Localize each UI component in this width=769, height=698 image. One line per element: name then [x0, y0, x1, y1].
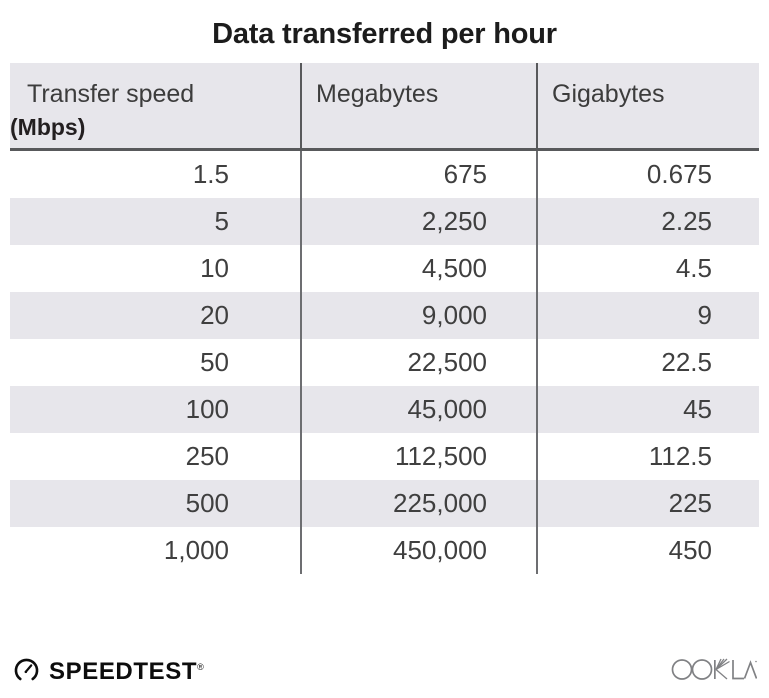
table-cell-megabytes: 45,000	[300, 385, 537, 433]
table-cell-speed: 20	[10, 291, 301, 339]
table-cell-speed: 250	[185, 440, 229, 471]
column-header-transfer-speed-label: Transfer speed	[27, 80, 195, 108]
table-cell-megabytes: 22,500	[300, 338, 537, 386]
table-cell-gigabytes: 45	[536, 385, 759, 433]
table-cell-gigabytes: 112.5	[536, 432, 759, 480]
table-cell-megabytes: 675	[300, 149, 537, 198]
speedometer-gauge-icon	[13, 656, 40, 683]
table-cell-gigabytes: 2.25	[536, 197, 759, 245]
table-cell-gigabytes: 22.5	[536, 338, 759, 386]
table-cell-gigabytes: 0.675	[536, 149, 759, 198]
speedtest-wordmark-text: SPEEDTEST	[49, 658, 198, 685]
table-cell-speed: 50	[200, 346, 229, 377]
speedtest-logo: SPEEDTEST®	[13, 654, 204, 685]
column-header-megabytes-label: Megabytes	[316, 80, 439, 108]
table-cell-megabytes: 450,000	[300, 526, 537, 574]
table-cell-megabytes: 4,500	[300, 244, 537, 292]
column-header-transfer-speed-unit: (Mbps)	[10, 114, 86, 140]
table-cell-gigabytes: 225	[536, 479, 759, 527]
table-cell-speed: 1,000	[163, 534, 229, 565]
ookla-logo	[671, 656, 757, 682]
table-row: 50 22,500 22.5	[10, 338, 759, 386]
table-cell-speed: 10	[200, 252, 229, 283]
page-title: Data transferred per hour	[212, 18, 557, 50]
table-row: 250 112,500 112.5	[10, 432, 759, 480]
table-header-row: Transfer speed (Mbps) Megabytes Gigabyte…	[10, 63, 759, 151]
data-table-container: Transfer speed (Mbps) Megabytes Gigabyte…	[10, 63, 759, 574]
column-header-gigabytes: Gigabytes	[536, 63, 759, 151]
table-row: 1.5 675 0.675	[10, 149, 759, 198]
table-cell-gigabytes: 4.5	[536, 244, 759, 292]
column-header-transfer-speed: Transfer speed (Mbps)	[10, 63, 301, 151]
table-cell-megabytes: 225,000	[300, 479, 537, 527]
table-cell-gigabytes: 9	[536, 291, 759, 339]
speedtest-wordmark: SPEEDTEST®	[49, 654, 204, 685]
column-header-gigabytes-label: Gigabytes	[552, 80, 665, 108]
data-table: Transfer speed (Mbps) Megabytes Gigabyte…	[10, 63, 759, 574]
table-row: 1,000 450,000 450	[10, 526, 759, 574]
speedtest-trademark-symbol: ®	[197, 662, 204, 672]
table-row: 100 45,000 45	[10, 385, 759, 433]
table-cell-gigabytes: 450	[536, 526, 759, 574]
table-cell-megabytes: 9,000	[300, 291, 537, 339]
table-row: 20 9,000 9	[10, 291, 759, 339]
footer-branding: SPEEDTEST®	[0, 648, 769, 698]
table-cell-megabytes: 2,250	[300, 197, 537, 245]
table-header: Transfer speed (Mbps) Megabytes Gigabyte…	[10, 63, 759, 151]
table-body: 1.5 675 0.675 5 2,250 2.25 10 4,500 4.5 20 9,000 9 5…	[10, 149, 759, 574]
table-cell-speed: 500	[10, 479, 301, 527]
table-row: 500 225,000 225	[10, 479, 759, 527]
ookla-wordmark	[671, 658, 757, 680]
table-cell-megabytes: 112,500	[300, 432, 537, 480]
column-header-megabytes: Megabytes	[300, 63, 537, 151]
table-row: 10 4,500 4.5	[10, 244, 759, 292]
table-cell-speed: 1.5	[192, 158, 229, 189]
table-cell-speed: 5	[10, 197, 301, 245]
table-row: 5 2,250 2.25	[10, 197, 759, 245]
table-cell-speed: 100	[10, 385, 301, 433]
